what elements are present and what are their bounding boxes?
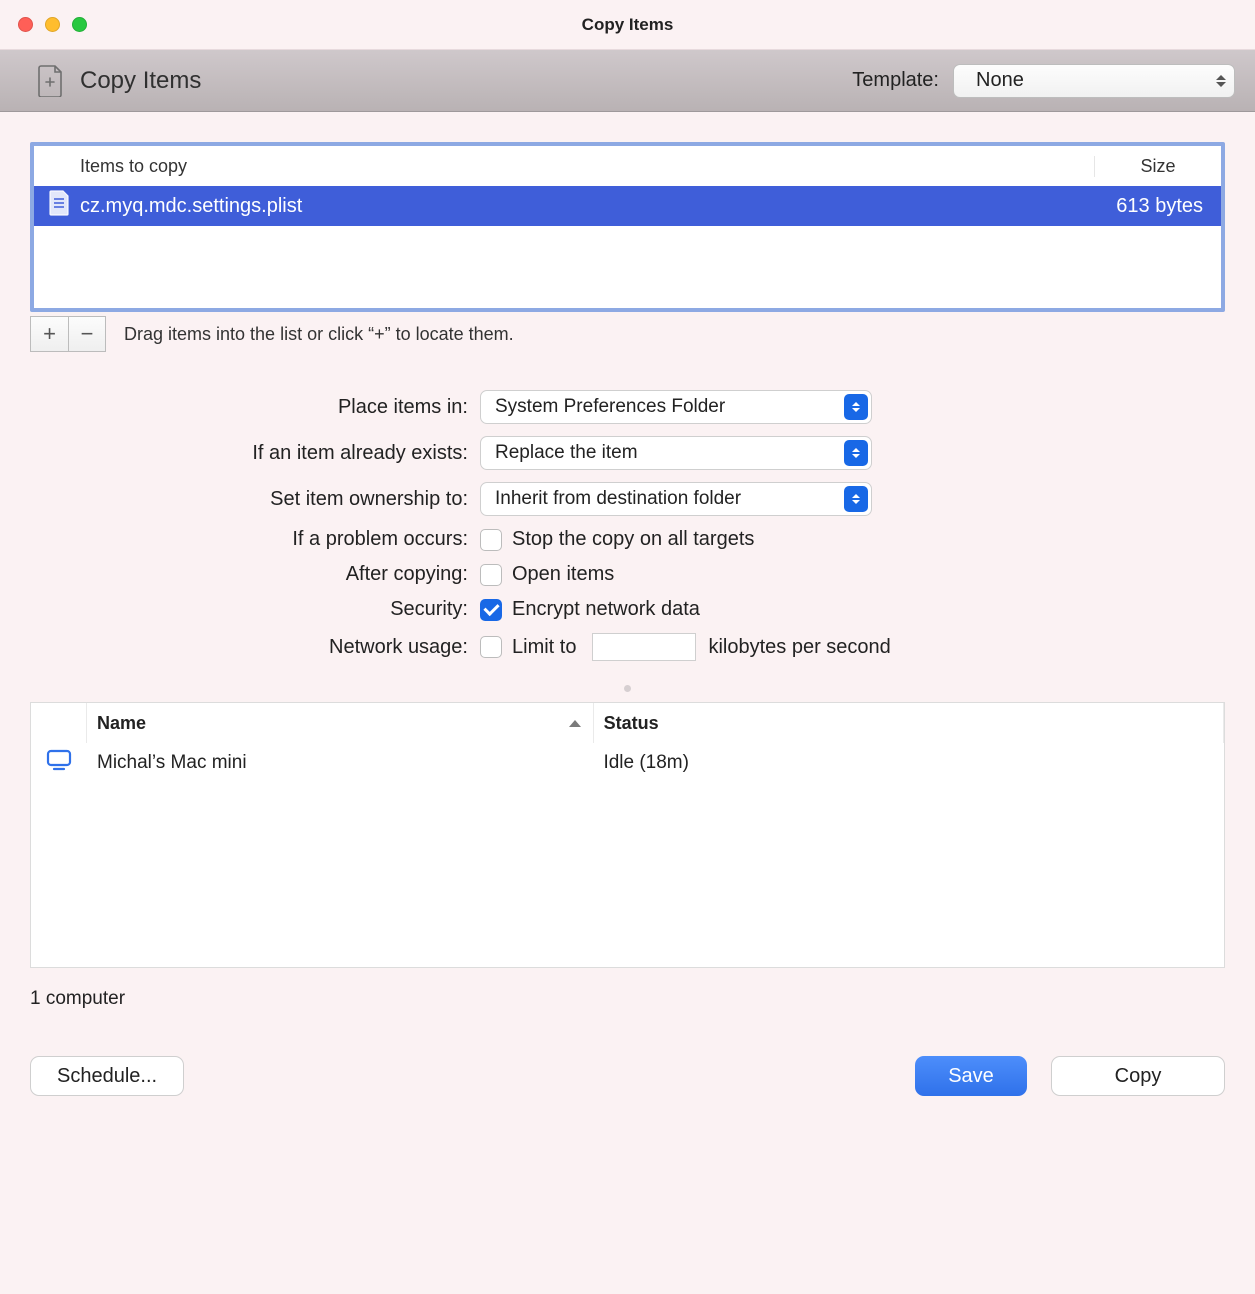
computers-summary: 1 computer xyxy=(30,988,1225,1010)
copy-button[interactable]: Copy xyxy=(1051,1056,1225,1096)
ownership-label: Set item ownership to: xyxy=(30,488,480,511)
template-select[interactable]: None xyxy=(953,64,1235,98)
save-button[interactable]: Save xyxy=(915,1056,1027,1096)
items-column-header[interactable]: Items to copy xyxy=(34,156,1095,177)
if-exists-select[interactable]: Replace the item xyxy=(480,436,872,470)
copy-items-icon xyxy=(36,65,64,97)
problem-check-label: Stop the copy on all targets xyxy=(512,528,754,551)
if-exists-value: Replace the item xyxy=(495,442,638,464)
splitter-handle[interactable] xyxy=(624,685,631,692)
schedule-button[interactable]: Schedule... xyxy=(30,1056,184,1096)
drag-hint: Drag items into the list or click “+” to… xyxy=(124,324,514,345)
security-checkbox[interactable] xyxy=(480,599,502,621)
problem-checkbox[interactable] xyxy=(480,529,502,551)
network-label: Network usage: xyxy=(30,636,480,659)
options-form: Place items in: System Preferences Folde… xyxy=(30,390,1225,661)
computers-name-header[interactable]: Name xyxy=(87,703,594,743)
ownership-value: Inherit from destination folder xyxy=(495,488,741,510)
items-row[interactable]: cz.myq.mdc.settings.plist 613 bytes xyxy=(34,186,1221,226)
computers-status-header[interactable]: Status xyxy=(594,703,1224,743)
network-post-label: kilobytes per second xyxy=(708,636,890,659)
template-select-value: None xyxy=(976,69,1024,92)
computers-table: Name Status Michal’s Mac mini Idle (18m) xyxy=(30,702,1225,968)
updown-icon xyxy=(844,486,868,512)
template-label: Template: xyxy=(852,69,939,92)
computer-row[interactable]: Michal’s Mac mini Idle (18m) xyxy=(31,743,1224,783)
titlebar: Copy Items xyxy=(0,0,1255,50)
remove-item-button[interactable]: − xyxy=(68,316,106,352)
place-items-label: Place items in: xyxy=(30,396,480,419)
toolbar: Copy Items Template: None xyxy=(0,50,1255,112)
add-item-button[interactable]: + xyxy=(30,316,68,352)
security-check-label: Encrypt network data xyxy=(512,598,700,621)
sort-ascending-icon xyxy=(569,720,581,727)
footer: Schedule... Save Copy xyxy=(30,1056,1225,1096)
computer-name: Michal’s Mac mini xyxy=(87,752,593,774)
if-exists-label: If an item already exists: xyxy=(30,442,480,465)
updown-icon xyxy=(844,394,868,420)
network-limit-input[interactable] xyxy=(592,633,696,661)
problem-label: If a problem occurs: xyxy=(30,528,480,551)
items-row-name: cz.myq.mdc.settings.plist xyxy=(80,195,1116,218)
after-checkbox[interactable] xyxy=(480,564,502,586)
updown-icon xyxy=(844,440,868,466)
network-checkbox[interactable] xyxy=(480,636,502,658)
size-column-header[interactable]: Size xyxy=(1095,156,1221,177)
computer-icon xyxy=(46,749,72,777)
ownership-select[interactable]: Inherit from destination folder xyxy=(480,482,872,516)
place-items-value: System Preferences Folder xyxy=(495,396,725,418)
place-items-select[interactable]: System Preferences Folder xyxy=(480,390,872,424)
updown-icon xyxy=(1216,75,1226,87)
computer-status: Idle (18m) xyxy=(593,752,1224,774)
network-pre-label: Limit to xyxy=(512,636,576,659)
items-table: Items to copy Size cz.myq.mdc.settings.p… xyxy=(30,142,1225,312)
toolbar-title: Copy Items xyxy=(80,67,201,95)
after-check-label: Open items xyxy=(512,563,614,586)
after-label: After copying: xyxy=(30,563,480,586)
items-row-size: 613 bytes xyxy=(1116,195,1203,218)
file-icon xyxy=(48,190,70,222)
window-title: Copy Items xyxy=(0,15,1255,35)
security-label: Security: xyxy=(30,598,480,621)
